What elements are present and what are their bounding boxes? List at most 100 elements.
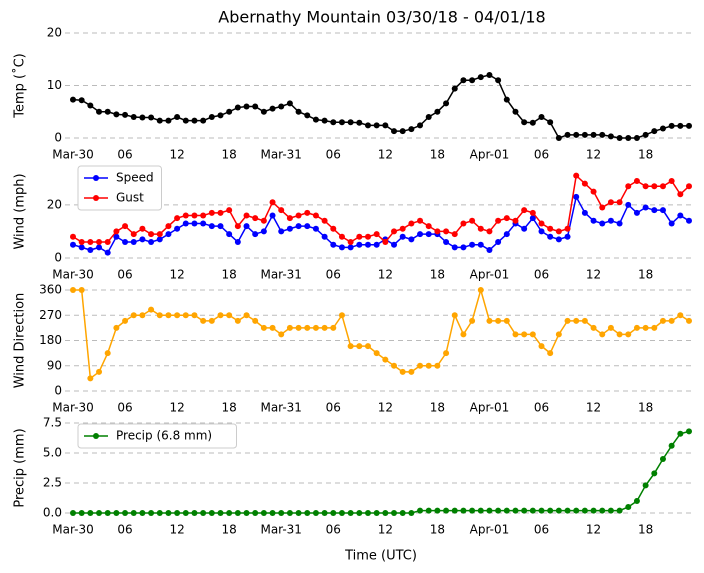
- x-tick-label: 06: [117, 148, 132, 162]
- data-point: [148, 114, 155, 121]
- data-point: [174, 225, 181, 232]
- data-point: [156, 236, 163, 243]
- data-point: [174, 114, 181, 120]
- data-point: [486, 507, 493, 514]
- x-tick-label: Apr-01: [470, 148, 510, 162]
- data-point: [87, 375, 94, 382]
- data-point: [113, 324, 120, 331]
- series-line: [72, 174, 690, 244]
- data-point: [295, 223, 302, 230]
- data-point: [217, 223, 224, 230]
- data-point: [668, 177, 675, 184]
- data-point: [668, 220, 675, 227]
- data-point: [234, 239, 241, 246]
- data-point: [547, 507, 554, 514]
- x-tick-label: 18: [638, 523, 653, 537]
- data-point: [165, 510, 172, 516]
- data-point: [243, 510, 250, 516]
- data-point: [529, 209, 536, 216]
- data-point: [269, 510, 276, 516]
- data-point: [208, 317, 215, 324]
- x-tick-label: 12: [378, 268, 393, 282]
- data-point: [356, 119, 363, 126]
- y-axis-label: Wind Direction: [13, 293, 28, 389]
- data-point: [139, 225, 146, 232]
- x-tick-label: 12: [169, 523, 184, 537]
- data-point: [269, 324, 276, 331]
- data-point: [252, 103, 259, 110]
- data-point: [581, 317, 588, 324]
- data-point: [113, 233, 120, 240]
- data-point: [286, 215, 293, 222]
- data-point: [295, 212, 302, 219]
- data-point: [469, 241, 476, 248]
- data-point: [417, 217, 424, 224]
- x-tick-label: 12: [586, 148, 601, 162]
- data-point: [70, 233, 76, 240]
- data-point: [668, 122, 675, 129]
- legend: Precip (6.8 mm): [77, 423, 237, 449]
- data-point: [96, 108, 103, 115]
- data-point: [529, 331, 536, 338]
- data-point: [486, 317, 493, 324]
- data-point: [408, 126, 415, 133]
- data-point: [633, 498, 640, 504]
- data-point: [113, 111, 120, 118]
- data-point: [477, 74, 484, 81]
- data-point: [417, 507, 424, 514]
- data-point: [460, 244, 467, 251]
- data-point: [78, 97, 85, 104]
- data-point: [226, 510, 233, 516]
- data-point: [677, 191, 684, 198]
- data-point: [70, 287, 76, 293]
- data-point: [686, 183, 692, 190]
- x-tick-label: 12: [378, 148, 393, 162]
- data-point: [625, 331, 632, 338]
- data-point: [477, 507, 484, 514]
- data-point: [547, 350, 554, 357]
- data-point: [226, 207, 233, 214]
- data-point: [122, 239, 129, 246]
- data-point: [686, 317, 692, 324]
- x-tick-label: Mar-30: [52, 401, 93, 415]
- data-point: [200, 220, 207, 227]
- data-point: [148, 510, 155, 516]
- data-point: [252, 231, 259, 238]
- data-point: [590, 324, 597, 331]
- legend-box: [77, 423, 237, 449]
- data-point: [234, 104, 241, 111]
- data-point: [391, 128, 398, 135]
- data-point: [373, 241, 380, 248]
- data-point: [677, 312, 684, 319]
- data-point: [599, 331, 606, 338]
- data-point: [312, 116, 319, 123]
- data-point: [286, 225, 293, 232]
- data-point: [538, 220, 545, 227]
- legend: Speed Gust: [77, 165, 162, 211]
- data-point: [529, 119, 536, 126]
- data-point: [434, 507, 441, 514]
- data-point: [87, 102, 94, 109]
- data-point: [659, 125, 666, 132]
- data-point: [78, 510, 85, 516]
- data-point: [226, 108, 233, 115]
- x-tick-label: 12: [378, 401, 393, 415]
- data-point: [96, 239, 103, 246]
- data-point: [243, 103, 250, 110]
- x-tick-label: 12: [586, 523, 601, 537]
- data-point: [78, 239, 85, 246]
- data-point: [260, 324, 267, 331]
- x-tick-label: Apr-01: [470, 523, 510, 537]
- data-point: [495, 217, 502, 224]
- data-point: [191, 220, 198, 227]
- data-point: [451, 312, 458, 319]
- data-point: [443, 507, 450, 514]
- data-point: [139, 312, 146, 319]
- data-point: [382, 122, 389, 129]
- data-point: [260, 217, 267, 224]
- data-point: [573, 131, 580, 138]
- x-tick-label: 12: [169, 148, 184, 162]
- data-point: [113, 510, 120, 516]
- data-point: [521, 119, 528, 126]
